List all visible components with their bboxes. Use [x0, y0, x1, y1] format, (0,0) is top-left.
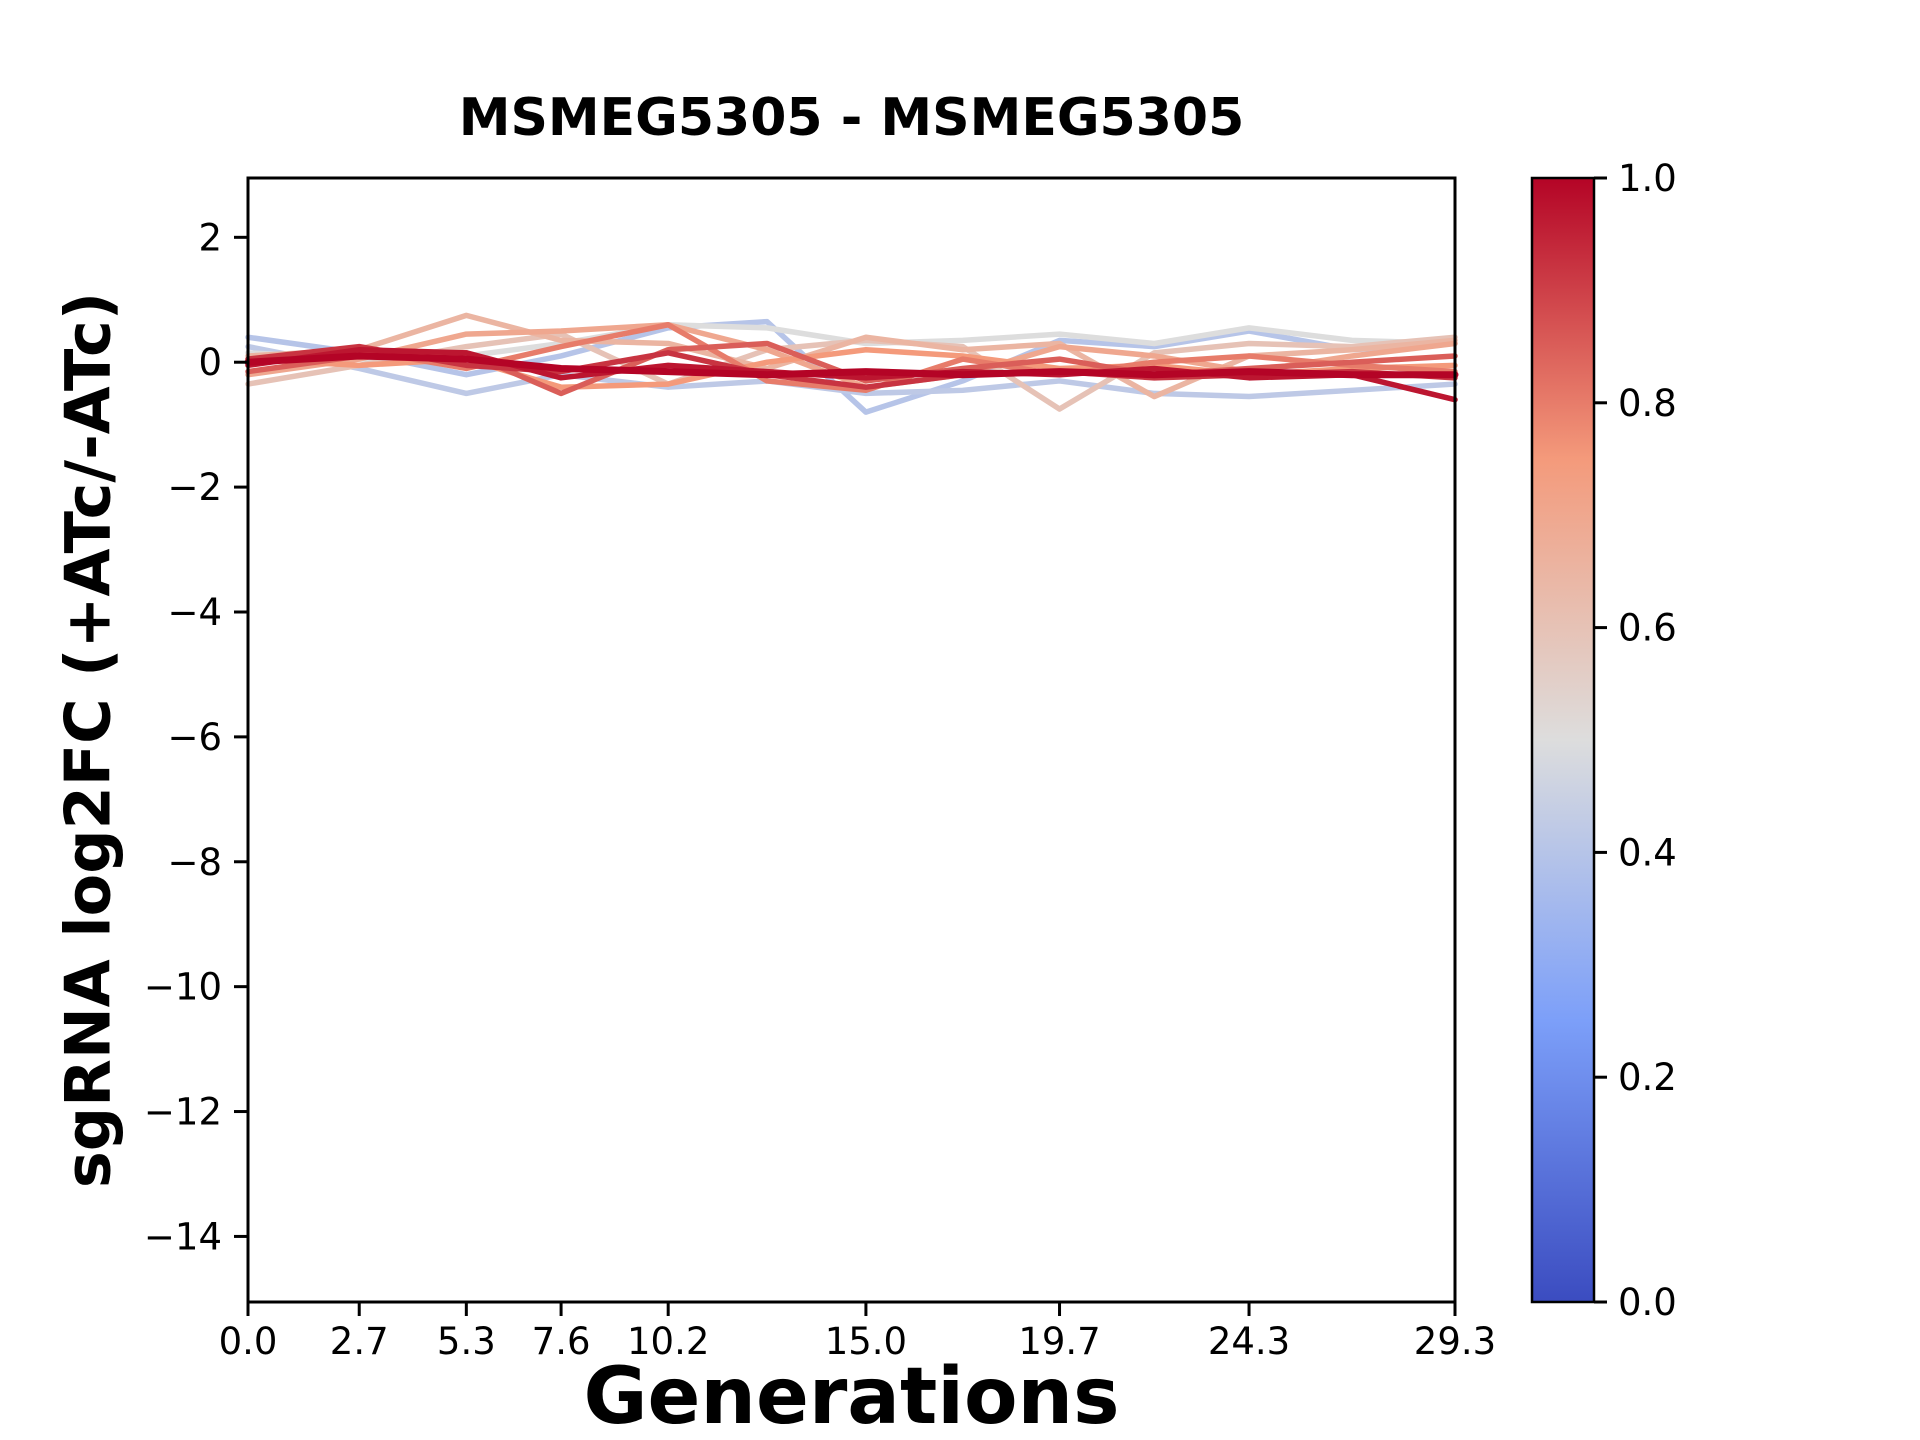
series-line: [244, 352, 1459, 379]
x-tick-label: 0.0: [219, 1320, 278, 1363]
x-tick-label: 15.0: [825, 1320, 907, 1363]
series-line: [245, 331, 1458, 412]
x-tick-label: 24.3: [1208, 1320, 1290, 1363]
x-tick-label: 5.3: [437, 1320, 496, 1363]
x-axis-label: Generations: [583, 1352, 1120, 1440]
y-tick-label: 2: [198, 216, 222, 259]
colorbar-tick-label: 0.8: [1618, 382, 1677, 425]
y-tick-label: −2: [167, 466, 222, 509]
y-tick-label: −6: [167, 716, 222, 759]
y-tick-label: 0: [198, 341, 222, 384]
y-tick-label: −8: [167, 841, 222, 884]
series-line: [245, 318, 1458, 415]
chart-title: MSMEG5305 - MSMEG5305: [458, 88, 1245, 148]
y-tick-label: −14: [144, 1215, 222, 1258]
colorbar-tick-label: 0.0: [1618, 1281, 1677, 1324]
colorbar-tick-label: 1.0: [1618, 157, 1677, 200]
x-tick-label: 19.7: [1018, 1320, 1100, 1363]
series-line: [245, 346, 1458, 403]
x-tick-label: 10.2: [627, 1320, 709, 1363]
x-tick-label: 2.7: [330, 1320, 389, 1363]
axes-frame: [246, 176, 1457, 1304]
x-tick-label: 29.3: [1414, 1320, 1496, 1363]
series-line: [245, 321, 1458, 394]
x-tick-label: 7.6: [532, 1320, 591, 1363]
y-axis-label: sgRNA log2FC (+ATc/-ATc): [51, 291, 125, 1189]
y-tick-label: −4: [167, 591, 222, 634]
colorbar-tick-label: 0.2: [1618, 1056, 1677, 1099]
colorbar-tick-label: 0.4: [1618, 831, 1677, 874]
colorbar: [1530, 176, 1596, 1304]
series-line: [245, 343, 1458, 400]
y-tick-label: −12: [144, 1091, 222, 1134]
colorbar-tick-label: 0.6: [1618, 607, 1677, 650]
y-tick-label: −10: [144, 966, 222, 1009]
